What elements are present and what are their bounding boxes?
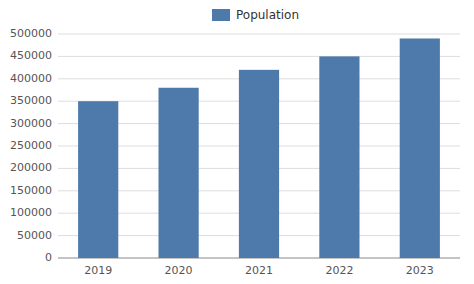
y-tick-label: 450000 — [10, 49, 52, 62]
y-axis: 0 50000 100000 150000 200000 250000 300000 3500… — [10, 27, 460, 264]
x-tick-label: 2021 — [245, 264, 273, 277]
legend-label: Population — [236, 8, 299, 22]
x-tick-label: 2022 — [325, 264, 353, 277]
chart: 0 50000 100000 150000 200000 250000 300000 3500… — [0, 0, 474, 284]
bar — [400, 38, 440, 258]
grid-line — [58, 34, 460, 35]
x-tick-label: 2023 — [406, 264, 434, 277]
y-tick-label: 300000 — [10, 117, 52, 130]
legend-swatch — [212, 9, 230, 21]
x-tick-label: 2019 — [84, 264, 112, 277]
bar — [159, 88, 199, 258]
bars — [78, 38, 440, 258]
x-tick-label: 2020 — [165, 264, 193, 277]
y-tick-label: 150000 — [10, 184, 52, 197]
bar — [239, 70, 279, 258]
legend: Population — [212, 8, 299, 22]
y-tick-label: 250000 — [10, 139, 52, 152]
y-tick-label: 100000 — [10, 206, 52, 219]
bar — [78, 101, 118, 258]
y-tick-label: 400000 — [10, 72, 52, 85]
y-tick-label: 350000 — [10, 94, 52, 107]
y-tick-label: 500000 — [10, 27, 52, 40]
y-tick-label: 50000 — [17, 229, 52, 242]
bar — [319, 56, 359, 258]
x-axis: 2019 2020 2021 2022 2023 — [84, 264, 434, 277]
y-tick-label: 200000 — [10, 161, 52, 174]
chart-container: 0 50000 100000 150000 200000 250000 300000 3500… — [0, 0, 474, 284]
y-tick-label: 0 — [45, 251, 52, 264]
